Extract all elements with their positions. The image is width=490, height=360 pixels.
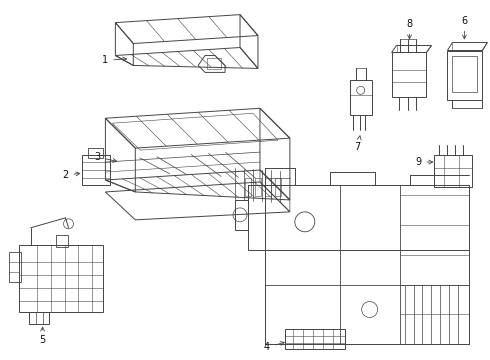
Text: 1: 1 — [102, 55, 126, 66]
Bar — [275, 178, 281, 196]
Bar — [435, 155, 472, 187]
Bar — [19, 245, 103, 312]
Text: 2: 2 — [62, 170, 80, 180]
Bar — [447, 50, 482, 100]
Text: 5: 5 — [40, 327, 46, 345]
Text: 3: 3 — [94, 152, 117, 162]
Bar — [350, 80, 371, 115]
Bar — [452, 57, 477, 92]
Bar — [89, 148, 103, 158]
Text: 6: 6 — [461, 15, 467, 39]
Bar — [82, 155, 110, 185]
Bar — [207, 58, 221, 69]
Bar — [285, 329, 345, 349]
Bar — [55, 235, 68, 247]
Text: 8: 8 — [407, 19, 413, 39]
Text: 9: 9 — [416, 157, 433, 167]
Bar — [28, 312, 49, 324]
Bar — [392, 53, 426, 97]
Bar — [245, 178, 251, 196]
Bar — [265, 178, 271, 196]
Text: 4: 4 — [264, 342, 284, 352]
Bar — [9, 252, 21, 282]
Text: 7: 7 — [355, 136, 361, 152]
Bar — [255, 178, 261, 196]
